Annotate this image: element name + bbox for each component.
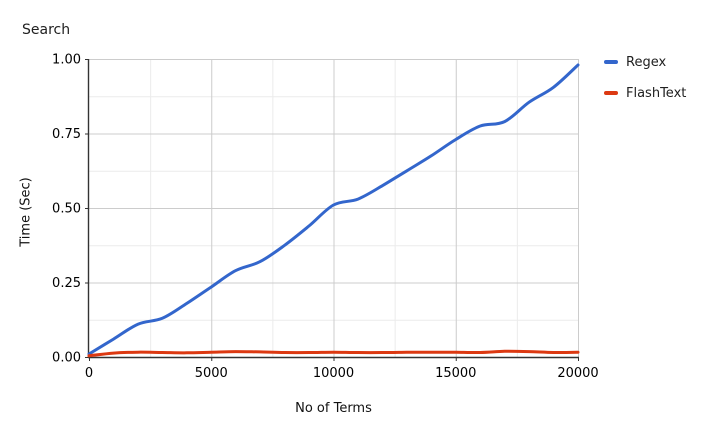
- regex-series-swatch-icon: [604, 60, 618, 64]
- series-line-flashtext: [87, 349, 580, 358]
- y-tick-label: 0.00: [52, 351, 81, 366]
- legend-label-regex: Regex: [626, 54, 667, 70]
- y-tick-label: 0.50: [52, 202, 81, 217]
- y-tick-label: 0.75: [52, 127, 81, 142]
- y-axis-title: Time (Sec): [18, 177, 34, 247]
- x-axis-title: No of Terms: [295, 401, 372, 416]
- x-tick-label: 5000: [195, 366, 228, 381]
- legend-item-regex: Regex: [604, 52, 686, 72]
- x-tick-label: 0: [85, 366, 93, 381]
- legend-label-flashtext: FlashText: [626, 85, 687, 101]
- legend: Regex FlashText: [604, 52, 686, 114]
- y-tick-label: 0.25: [52, 276, 81, 291]
- flashtext-series-swatch-icon: [604, 91, 618, 95]
- series-line-regex: [87, 63, 580, 356]
- legend-item-flashtext: FlashText: [604, 83, 686, 103]
- chart-title: Search: [22, 22, 71, 38]
- x-tick-label: 10000: [313, 366, 354, 381]
- x-tick-label: 15000: [435, 366, 476, 381]
- y-tick-label: 1.00: [52, 53, 81, 68]
- x-tick-label: 20000: [557, 366, 598, 381]
